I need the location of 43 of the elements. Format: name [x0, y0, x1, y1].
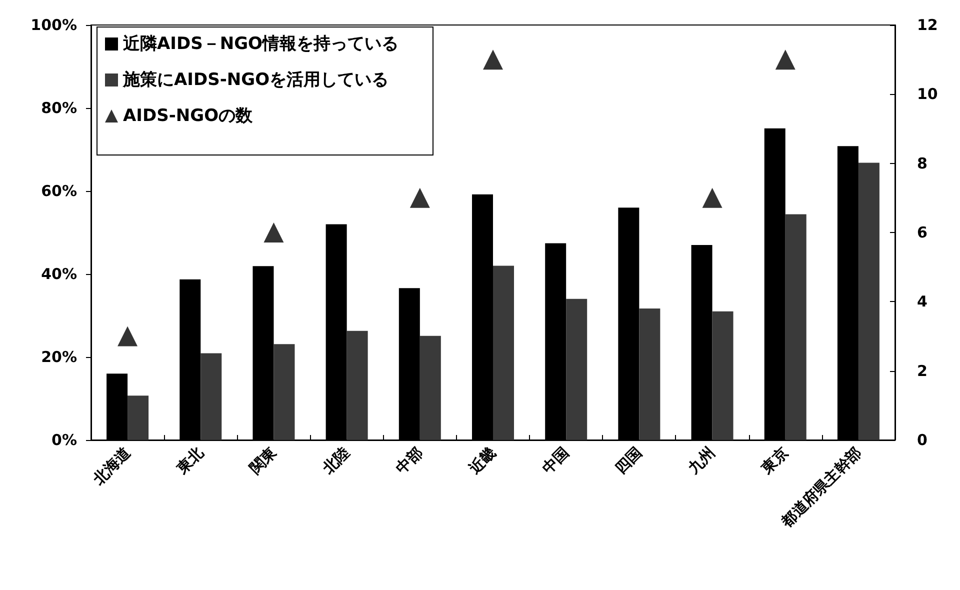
point — [702, 188, 722, 208]
y-tick-label: 60% — [41, 182, 77, 200]
x-tick-label: 中国 — [538, 444, 572, 478]
point — [118, 326, 138, 346]
y2-tick-label: 8 — [917, 154, 928, 172]
y-tick-label: 80% — [41, 99, 77, 117]
bar — [858, 162, 880, 440]
x-tick-label: 近畿 — [464, 444, 500, 478]
y2-tick-label: 6 — [917, 224, 928, 242]
x-tick-label: 東京 — [757, 444, 792, 478]
bar — [566, 298, 588, 440]
legend-label: 施策にAIDS-NGOを活用している — [122, 70, 389, 90]
x-tick-label: 九州 — [684, 444, 719, 478]
bar — [200, 353, 222, 440]
x-tick-label: 関東 — [246, 442, 281, 478]
x-tick-label: 東北 — [172, 442, 208, 478]
x-tick-label: 中部 — [392, 444, 426, 478]
point — [483, 50, 503, 70]
bar — [785, 214, 806, 440]
y-tick-label: 0% — [52, 431, 77, 449]
x-tick-label: 北海道 — [88, 442, 135, 489]
bar — [712, 311, 734, 440]
bar — [493, 266, 514, 440]
point — [264, 222, 284, 242]
legend-label: 近隣AIDS－NGO情報を持っている — [122, 34, 398, 54]
bar — [639, 308, 660, 440]
bar — [420, 336, 441, 440]
y2-tick-label: 2 — [917, 362, 928, 380]
bar — [274, 344, 295, 440]
bar — [128, 396, 149, 440]
bar — [346, 330, 368, 440]
point — [410, 188, 430, 208]
x-tick-label: 四国 — [612, 444, 646, 478]
y-tick-label: 100% — [30, 16, 77, 34]
y-tick-label: 40% — [41, 265, 77, 283]
point — [775, 50, 796, 70]
x-tick-label: 北陸 — [318, 444, 354, 478]
y2-tick-label: 4 — [917, 292, 928, 311]
y2-tick-label: 10 — [917, 85, 938, 104]
legend-label: AIDS-NGOの数 — [123, 106, 254, 126]
y2-tick-label: 12 — [917, 16, 938, 34]
y2-tick-label: 0 — [917, 431, 928, 449]
y-tick-label: 20% — [41, 348, 77, 366]
